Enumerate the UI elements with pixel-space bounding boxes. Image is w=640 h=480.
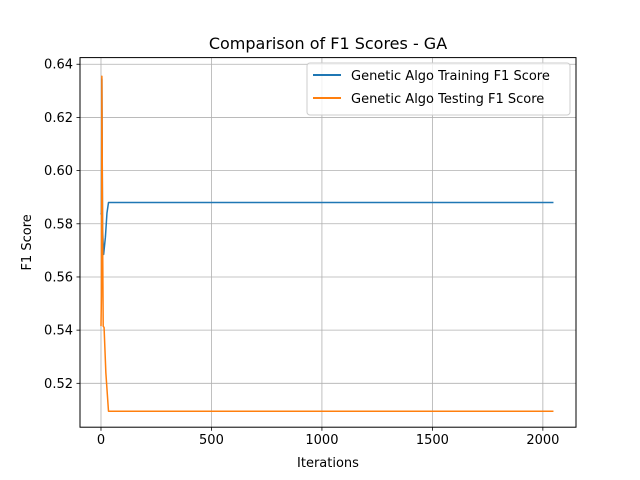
series-line-testing bbox=[100, 75, 554, 412]
x-axis-label: Iterations bbox=[297, 456, 359, 471]
y-tick-label: 0.54 bbox=[44, 324, 73, 339]
y-tick-label: 0.58 bbox=[44, 217, 73, 232]
x-tick-label: 1500 bbox=[416, 433, 449, 448]
series-layer bbox=[100, 75, 554, 412]
y-tick-label: 0.60 bbox=[44, 164, 73, 179]
legend-label-training: Genetic Algo Training F1 Score bbox=[351, 69, 550, 84]
legend: Genetic Algo Training F1 Score Genetic A… bbox=[306, 62, 571, 116]
x-tick-label: 1000 bbox=[305, 433, 338, 448]
y-axis-label: F1 Score bbox=[20, 214, 35, 270]
legend-box bbox=[306, 62, 571, 116]
y-tick-label: 0.52 bbox=[44, 377, 73, 392]
y-tick-label: 0.64 bbox=[44, 58, 73, 73]
ticks: 0 500 1000 1500 2000 0.52 0.54 0.56 0.58 0.60 0.62… bbox=[44, 58, 559, 448]
chart-title: Comparison of F1 Scores - GA bbox=[209, 34, 447, 53]
y-tick-label: 0.56 bbox=[44, 270, 73, 285]
x-tick-label: 2000 bbox=[526, 433, 559, 448]
y-tick-label: 0.62 bbox=[44, 111, 73, 126]
x-tick-label: 0 bbox=[97, 433, 105, 448]
legend-label-testing: Genetic Algo Testing F1 Score bbox=[351, 92, 544, 107]
plot-frame bbox=[79, 57, 577, 428]
x-tick-label: 500 bbox=[199, 433, 224, 448]
grid bbox=[80, 57, 576, 428]
